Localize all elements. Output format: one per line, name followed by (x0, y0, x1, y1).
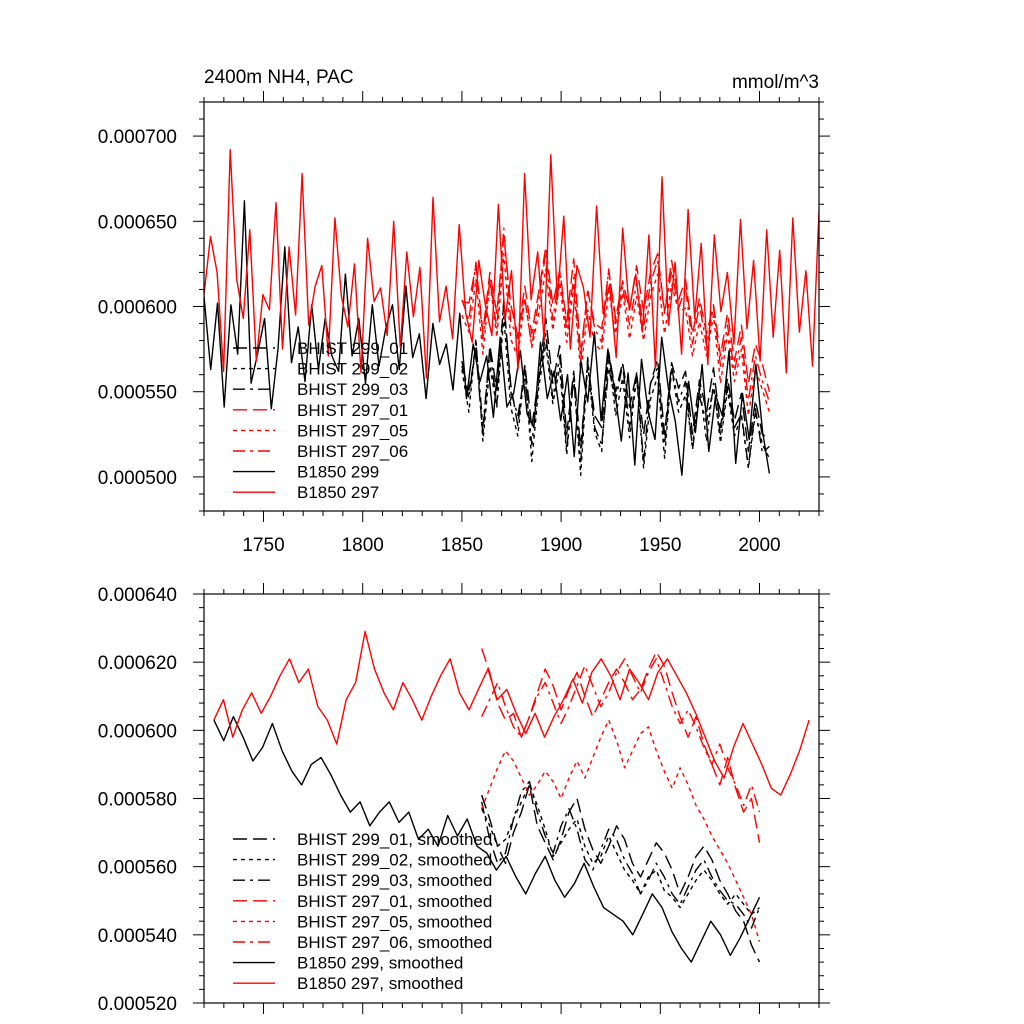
series-line-4 (481, 648, 761, 843)
legend-label-4: BHIST 297_01, smoothed (297, 892, 492, 911)
series-line-7 (204, 200, 771, 476)
bottom-panel: 0.000520 0.000540 0.000560 0.000580 0.000600… (98, 583, 830, 1015)
y-tick-label-0: 0.000520 (98, 994, 177, 1015)
y-tick-label-1: 0.000540 (98, 926, 177, 947)
series-line-2 (481, 784, 760, 916)
y-tick-label-6: 0.000640 (98, 585, 177, 606)
legend-label-8: B1850 297, smoothed (297, 974, 463, 993)
legend-label-1: BHIST 299_01 (297, 339, 408, 358)
legend-label-5: BHIST 297_05, smoothed (297, 912, 492, 931)
legend-label-2: BHIST 299_02 (297, 360, 408, 379)
legend-label-2: BHIST 299_02, smoothed (297, 851, 492, 870)
series-line-1 (481, 784, 761, 963)
bottom-legend: BHIST 299_01, smoothed BHIST 299_02, smoo… (233, 830, 492, 993)
top-panel: 2400m NH4, PAC mmol/m^3 1750 1800 1850 1900… (98, 67, 830, 556)
x-tick-label-1850: 1850 (441, 535, 483, 556)
y-tick-label-4: 0.000700 (98, 127, 177, 148)
x-tick-label-2000: 2000 (738, 535, 780, 556)
x-tick-label-1900: 1900 (540, 535, 582, 556)
top-panel-title-right: mmol/m^3 (732, 72, 819, 93)
y-tick-label-2: 0.000600 (98, 298, 177, 319)
top-series-layer (204, 148, 819, 476)
legend-label-8: B1850 297 (297, 483, 379, 502)
series-line-8 (213, 630, 810, 796)
bottom-axis-layer: 0.000520 0.000540 0.000560 0.000580 0.000600… (98, 583, 830, 1015)
series-line-6 (481, 658, 761, 813)
series-line-5 (461, 252, 771, 417)
series-line-5 (481, 719, 761, 942)
x-tick-label-1800: 1800 (342, 535, 384, 556)
legend-label-6: BHIST 297_06 (297, 442, 408, 461)
legend-label-6: BHIST 297_06, smoothed (297, 933, 492, 952)
series-line-3 (481, 780, 761, 929)
legend-label-4: BHIST 297_01 (297, 401, 408, 420)
x-tick-label-1750: 1750 (242, 535, 284, 556)
bottom-series-layer (213, 630, 810, 963)
y-tick-label-1: 0.000550 (98, 383, 177, 404)
top-panel-title-left: 2400m NH4, PAC (204, 67, 354, 88)
legend-label-7: B1850 299 (297, 463, 379, 482)
top-axis-layer: 1750 1800 1850 1900 1950 2000 0.000500 0.000550… (98, 91, 830, 556)
y-tick-label-4: 0.000600 (98, 721, 177, 742)
legend-label-1: BHIST 299_01, smoothed (297, 830, 492, 849)
series-line-2 (461, 316, 771, 476)
y-tick-label-5: 0.000620 (98, 653, 177, 674)
y-tick-label-3: 0.000580 (98, 790, 177, 811)
x-tick-label-1950: 1950 (639, 535, 681, 556)
legend-label-3: BHIST 299_03, smoothed (297, 871, 492, 890)
series-line-7 (213, 716, 761, 963)
y-tick-label-2: 0.000560 (98, 858, 177, 879)
series-line-6 (461, 227, 771, 403)
legend-label-7: B1850 299, smoothed (297, 954, 463, 973)
legend-label-5: BHIST 297_05 (297, 421, 408, 440)
y-tick-label-3: 0.000650 (98, 212, 177, 233)
legend-label-3: BHIST 299_03 (297, 380, 408, 399)
y-tick-label-0: 0.000500 (98, 468, 177, 489)
series-line-8 (204, 148, 819, 379)
